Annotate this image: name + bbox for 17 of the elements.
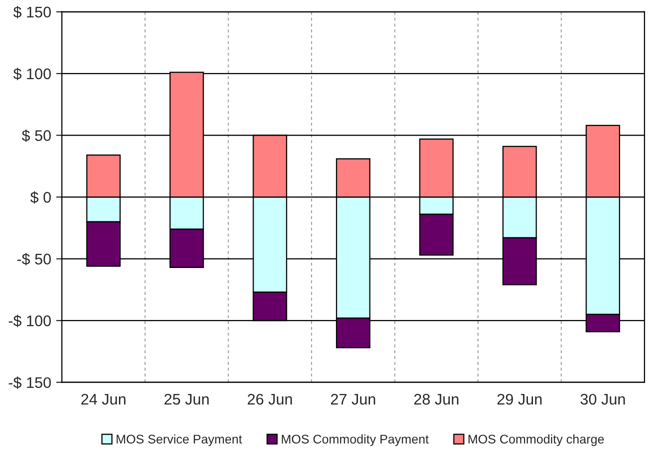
x-tick-label: 28 Jun	[414, 394, 458, 405]
x-tick-label: 24 Jun	[81, 394, 126, 405]
y-tick-label: -$ 150	[8, 376, 51, 389]
y-tick-label: $ 50	[22, 130, 51, 142]
legend-label: MOS Commodity charge	[468, 434, 604, 446]
y-tick-label: $ 150	[13, 6, 51, 18]
legend-label: MOS Service Payment	[116, 434, 242, 446]
y-tick-label: -$ 100	[8, 314, 51, 328]
x-tick-label: 30 Jun	[580, 394, 625, 405]
x-tick-label: 25 Jun	[164, 394, 209, 405]
legend-label: MOS Commodity Payment	[282, 434, 429, 446]
y-tick-label: -$ 50	[17, 253, 51, 266]
x-tick-label: 26 Jun	[248, 394, 292, 405]
x-tick-label: 29 Jun	[497, 394, 542, 405]
x-tick-label: 27 Jun	[331, 394, 376, 405]
y-tick-label: $ 0	[30, 191, 51, 204]
y-tick-label: $ 100	[13, 68, 51, 80]
